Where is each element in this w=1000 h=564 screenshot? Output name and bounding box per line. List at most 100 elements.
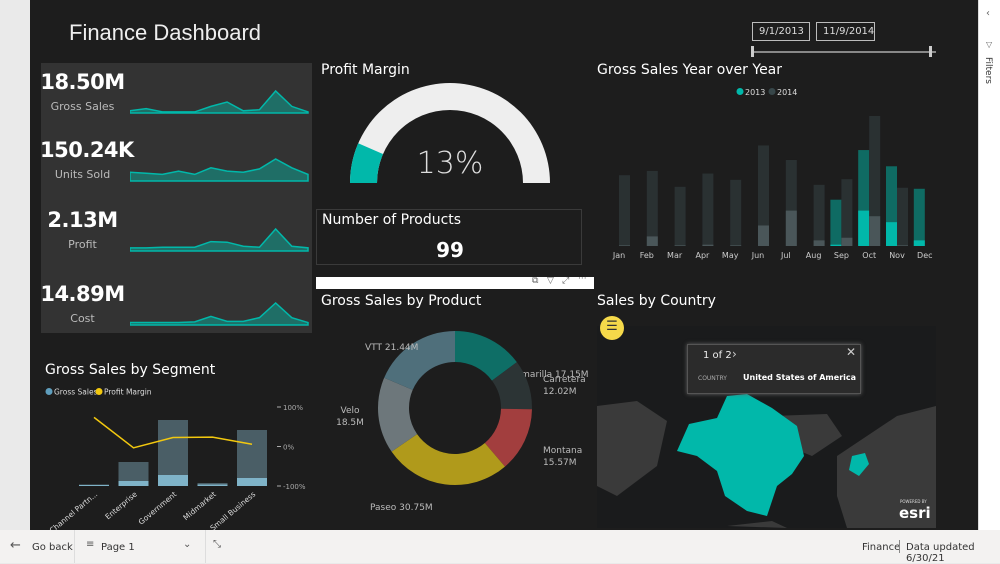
filter-icon[interactable]: ▽ (547, 276, 554, 286)
donut-slice-vtt (384, 331, 455, 390)
chevron-down-icon[interactable]: ⌄ (183, 539, 192, 550)
bar-highlight-2013 (886, 222, 897, 246)
legend-label: Profit Margin (104, 388, 152, 397)
gauge-background (350, 83, 550, 183)
donut-slice-montana (484, 408, 532, 467)
bar-gross-sales (237, 430, 267, 486)
kpi-label: Cost (70, 312, 95, 325)
x-tick-label: Dec (917, 251, 932, 260)
profit-margin-value: 13% (416, 146, 484, 181)
start-date-input[interactable]: 9/1/2013 (752, 22, 810, 41)
bar-highlight (197, 484, 228, 486)
sparkline-area (130, 89, 309, 114)
exit-fullscreen-icon[interactable]: ⤡ (213, 539, 221, 550)
date-slider-start-handle[interactable] (751, 46, 754, 57)
filter-pane-icon: ▽ (986, 40, 993, 49)
bar-2014 (869, 116, 881, 246)
sparkline-area (130, 227, 309, 252)
europe-highlight[interactable] (849, 453, 869, 476)
slice-value: 21.44M (385, 343, 419, 353)
bar-highlight (118, 481, 149, 486)
slice-name: Montana (543, 446, 582, 456)
kpi-value: 14.89M (40, 282, 125, 306)
bar-2014 (758, 145, 769, 246)
date-slider-track[interactable] (752, 51, 936, 53)
world-map (597, 394, 936, 528)
number-of-products-card (316, 209, 582, 265)
esri-logo: esri (899, 504, 931, 522)
slice-label: Amarilla 17.15M (515, 370, 589, 380)
bar-highlight-2014 (702, 244, 714, 246)
go-back-button[interactable]: Go back (32, 542, 73, 553)
map-popup: 1 of 2 › ✕ COUNTRY United States of Amer… (687, 344, 861, 394)
x-tick-label: Enterprise (103, 489, 139, 521)
slice-name: Velo (340, 406, 359, 416)
focus-mode-icon[interactable]: ⤢ (562, 276, 570, 286)
bar-highlight-2014 (730, 245, 742, 246)
kpi-value: 2.13M (47, 208, 118, 232)
slice-value: 17.15M (555, 370, 589, 380)
bar-highlight-2014 (813, 240, 825, 246)
kpi-label: Units Sold (54, 168, 111, 181)
x-tick-label: Feb (640, 251, 654, 260)
legend-label: Gross Sales (54, 388, 98, 397)
legend-label: 2013 (745, 88, 765, 97)
eurasia-africa-landmass (837, 406, 936, 528)
kpi-sparkline (130, 227, 309, 252)
bar-highlight-2013 (913, 240, 925, 246)
legend-marker (45, 388, 53, 395)
bar-highlight-2013 (858, 210, 870, 246)
back-arrow-icon[interactable]: ← (10, 538, 21, 553)
bar-2013 (830, 199, 842, 246)
x-tick-label: Mar (667, 251, 683, 260)
x-tick-label: May (722, 251, 739, 260)
end-date-input[interactable]: 11/9/2014 (816, 22, 875, 41)
bar-highlight (79, 485, 109, 486)
profit-margin-line (93, 416, 253, 449)
north-america-highlight[interactable] (677, 394, 804, 516)
bar-2014 (674, 186, 686, 246)
kpi-value: 18.50M (40, 70, 125, 94)
x-tick-label: Sep (834, 251, 849, 260)
profit-margin-gauge (350, 83, 550, 183)
more-options-icon[interactable]: ··· (578, 274, 587, 284)
slice-label: VTT 21.44M (365, 343, 418, 353)
bar-2014 (841, 179, 853, 246)
data-updated-text: Data updated 6/30/21 (906, 542, 975, 564)
date-slider-end-handle[interactable] (929, 46, 932, 57)
visual-header: ⧉ ▽ ⤢ ··· (316, 274, 594, 289)
x-tick-label: Government (137, 490, 179, 527)
asia-landmass (597, 401, 667, 496)
products-title: Number of Products (322, 212, 462, 228)
yoy-chart: 2013 2014 Jan Feb Mar Apr May Jun Jul Aug Sep Oct No… (612, 88, 933, 260)
collapse-icon[interactable]: ‹ (986, 8, 990, 19)
slice-name: Paseo (370, 503, 397, 513)
kpi-label: Profit (68, 238, 97, 251)
slice-value: 18.5M (336, 418, 364, 428)
gauge-fill (350, 143, 384, 183)
kpi-sparkline (130, 89, 309, 114)
next-icon[interactable]: › (732, 347, 737, 361)
bar-highlight-2014 (758, 225, 769, 246)
sales-map[interactable]: 1 of 2 › ✕ COUNTRY United States of Amer… (597, 326, 936, 528)
copy-icon[interactable]: ⧉ (532, 276, 539, 286)
x-tick-label: Nov (889, 251, 905, 260)
x-tick-label: Aug (806, 251, 822, 260)
page-selector[interactable]: Page 1 (101, 542, 135, 553)
donut-slice-velo (378, 377, 418, 452)
map-menu-button[interactable]: ☰ (600, 316, 624, 340)
donut-slice-carretera (491, 362, 532, 410)
profit-margin-title: Profit Margin (321, 62, 410, 78)
popup-pager: 1 of 2 (703, 350, 732, 361)
x-tick-label: Apr (695, 251, 710, 260)
divider (899, 540, 900, 553)
bar-2014 (897, 187, 908, 246)
slice-value: 12.02M (543, 387, 577, 397)
close-icon[interactable]: ✕ (846, 345, 857, 359)
bar-highlight-2014 (897, 245, 908, 246)
product-title: Gross Sales by Product (321, 293, 482, 309)
esri-small-text: POWERED BY (900, 499, 927, 504)
filters-pane[interactable]: ‹ ▽ Filters (978, 0, 1000, 530)
bar-2013 (858, 150, 870, 246)
